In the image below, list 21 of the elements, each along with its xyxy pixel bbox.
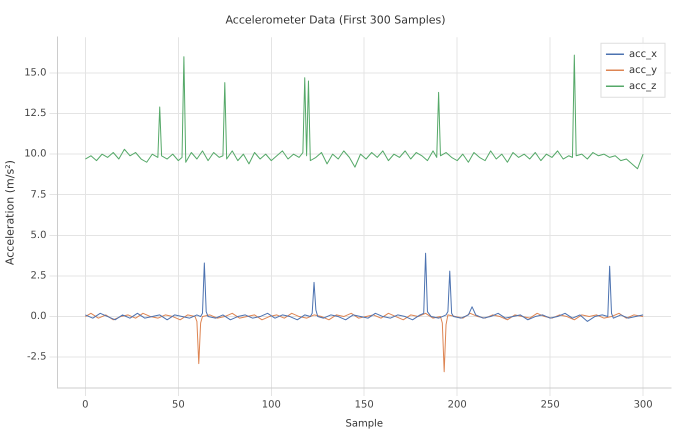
legend-label: acc_x bbox=[628, 48, 658, 60]
y-tick-label: 10.0 bbox=[24, 148, 46, 160]
x-tick-label: 50 bbox=[172, 400, 185, 411]
y-tick-label: -2.5 bbox=[26, 352, 46, 363]
y-tick-label: 2.5 bbox=[30, 270, 46, 282]
legend-label: acc_z bbox=[628, 80, 656, 92]
x-tick-label: 0 bbox=[82, 400, 89, 411]
y-tick-label: 0.0 bbox=[30, 311, 46, 322]
chart-title: Accelerometer Data (First 300 Samples) bbox=[225, 13, 446, 26]
x-tick-label: 150 bbox=[354, 400, 374, 411]
x-tick-label: 300 bbox=[634, 400, 653, 411]
x-tick-label: 200 bbox=[448, 400, 467, 411]
y-tick-label: 15.0 bbox=[24, 68, 46, 79]
x-tick-label: 250 bbox=[540, 400, 560, 411]
y-tick-label: 5.0 bbox=[30, 230, 46, 241]
y-tick-label: 12.5 bbox=[24, 108, 46, 120]
y-tick-label: 7.5 bbox=[30, 189, 46, 200]
x-tick-label: 100 bbox=[262, 400, 281, 411]
legend-label: acc_y bbox=[628, 64, 658, 76]
x-axis-title: Sample bbox=[345, 418, 383, 430]
y-axis-title: Acceleration (m/s²) bbox=[3, 160, 16, 266]
